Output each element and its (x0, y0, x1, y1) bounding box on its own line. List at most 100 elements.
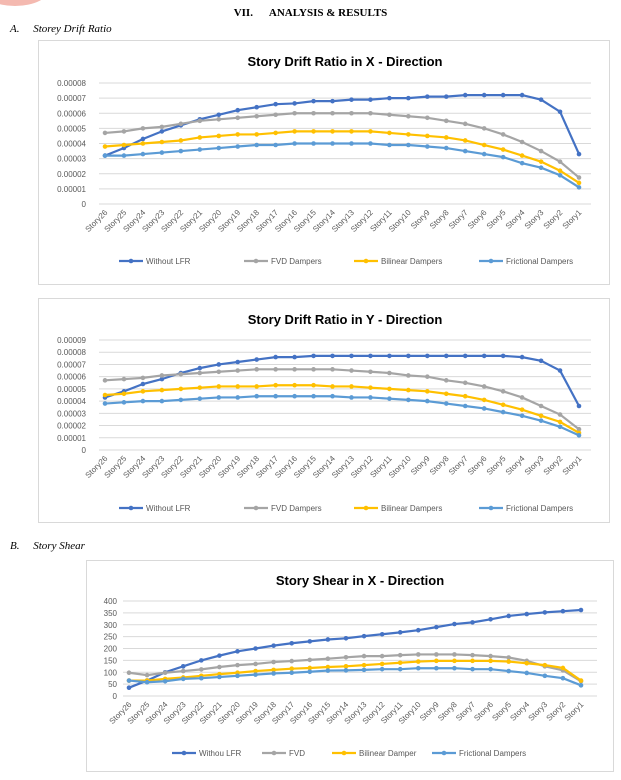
data-point (397, 652, 403, 658)
data-point (452, 665, 457, 671)
data-point (271, 643, 276, 648)
data-point (481, 126, 487, 131)
data-point (271, 667, 276, 673)
data-point (488, 616, 493, 622)
chart-drift-x: Story Drift Ratio in X - Direction 0 0.000… (38, 40, 610, 285)
data-point (406, 113, 411, 119)
data-point (197, 365, 203, 371)
subsection-b-heading: B. Story Shear (10, 540, 85, 552)
data-point (406, 353, 411, 359)
data-point (519, 413, 525, 419)
data-point (343, 668, 349, 673)
data-point (289, 640, 295, 646)
data-point (273, 112, 278, 118)
data-point (519, 92, 525, 98)
data-point (159, 129, 165, 134)
x-tick-label: Story4 (504, 208, 527, 231)
data-point (253, 661, 258, 667)
data-point (180, 668, 186, 674)
data-point (216, 133, 222, 139)
data-point (311, 98, 316, 104)
data-point (102, 378, 108, 383)
data-point (443, 391, 449, 397)
data-point (307, 669, 313, 675)
data-point (325, 664, 331, 670)
data-point (235, 368, 241, 373)
data-point (500, 132, 506, 137)
data-point (443, 118, 449, 124)
data-point (425, 94, 430, 99)
data-point (560, 675, 566, 681)
data-point (330, 141, 335, 146)
y-tick-label: 0 (82, 446, 87, 455)
data-point (162, 670, 168, 676)
data-point (159, 139, 165, 145)
data-point (178, 148, 184, 154)
data-point (387, 142, 392, 148)
series-line-2 (104, 384, 580, 434)
data-point (343, 635, 349, 641)
data-point (578, 607, 584, 613)
data-point (292, 354, 297, 360)
data-point (488, 666, 493, 672)
data-point (434, 658, 439, 664)
data-point (349, 384, 354, 389)
data-point (349, 368, 354, 373)
data-point (330, 110, 335, 116)
data-point (126, 678, 132, 683)
data-point (254, 113, 259, 119)
y-tick-label: 50 (108, 680, 117, 689)
data-point (578, 678, 584, 683)
data-point (325, 656, 331, 662)
data-point (144, 679, 150, 685)
data-point (368, 385, 373, 390)
data-point (452, 652, 457, 657)
data-point (576, 180, 582, 186)
data-point (481, 142, 487, 148)
data-point (343, 664, 349, 669)
data-point (254, 104, 259, 110)
data-point (126, 685, 132, 690)
data-point (415, 659, 421, 664)
data-point (216, 384, 222, 389)
data-point (235, 384, 241, 389)
data-point (462, 403, 468, 409)
data-point (434, 665, 439, 671)
data-point (349, 110, 354, 116)
data-point (470, 652, 475, 658)
y-tick-label: 300 (104, 621, 118, 630)
data-point (506, 659, 511, 664)
legend-marker (341, 750, 347, 756)
data-point (273, 130, 278, 136)
data-point (217, 653, 222, 658)
series-line-1 (104, 112, 580, 179)
data-point (576, 433, 582, 438)
data-point (557, 412, 563, 417)
data-point (576, 175, 582, 180)
data-point (506, 655, 511, 660)
data-point (425, 115, 430, 121)
data-point (216, 395, 222, 400)
data-point (180, 664, 186, 669)
y-tick-label: 200 (104, 645, 118, 654)
data-point (178, 397, 184, 403)
data-point (140, 136, 146, 142)
data-point (121, 391, 127, 397)
y-tick-label: 350 (104, 609, 118, 618)
x-tick-label: Story6 (466, 454, 489, 477)
data-point (199, 675, 204, 681)
legend-marker (128, 505, 134, 511)
chart-drift-y: Story Drift Ratio in Y - Direction 0 0.000… (38, 298, 610, 523)
data-point (538, 418, 544, 423)
data-point (325, 637, 331, 642)
data-point (500, 154, 506, 160)
legend-marker (253, 505, 259, 511)
x-tick-label: Story9 (409, 208, 432, 231)
legend-label: Without LFR (146, 257, 191, 266)
data-point (144, 672, 150, 678)
data-point (253, 668, 258, 674)
subsection-title: Storey Drift Ratio (33, 23, 112, 35)
data-point (140, 151, 146, 157)
x-tick-label: Story1 (561, 454, 584, 477)
data-point (443, 353, 449, 359)
